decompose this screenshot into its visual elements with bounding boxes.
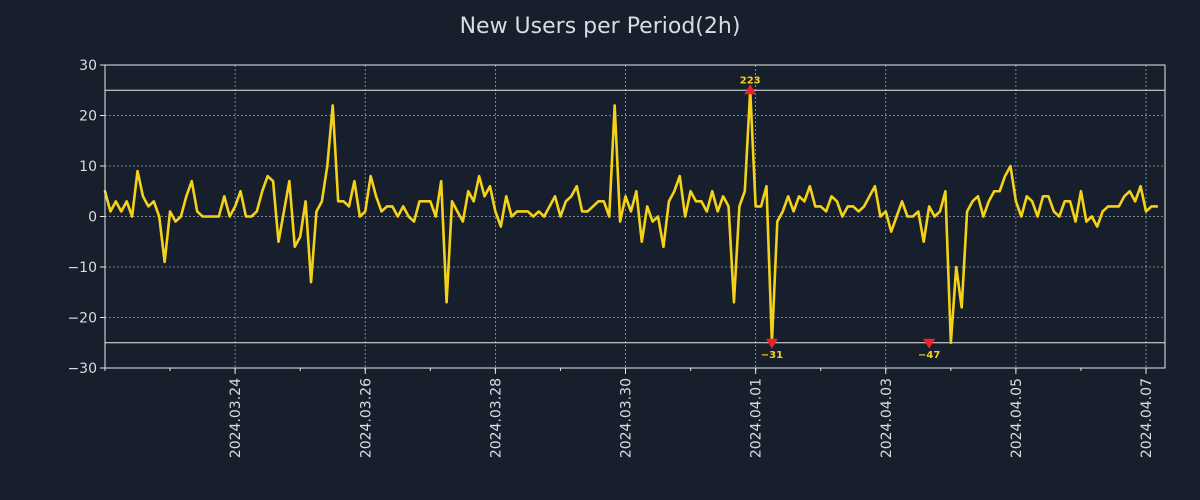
x-tick-label: 2024.03.24 [228, 378, 244, 458]
peak-marker [923, 338, 936, 349]
peak-label: −47 [918, 350, 940, 361]
axis-layer: 30 20 10 0 −10 −20 −30 2024.03.24 2024.03.26 2024… [67, 58, 1155, 458]
x-tick-label: 2024.03.30 [619, 378, 635, 458]
series-layer [103, 88, 1159, 345]
threshold-layer [105, 89, 1165, 344]
y-tick-label: 30 [79, 58, 97, 74]
y-tick-label: 10 [79, 159, 97, 175]
peak-marker [765, 338, 778, 349]
y-tick-label: −20 [67, 311, 97, 327]
peak-label: 223 [740, 75, 761, 86]
marker-layer: 223 −31 −47 [740, 75, 941, 361]
y-tick-label: 0 [88, 210, 97, 226]
y-tick-label: −30 [67, 361, 97, 377]
peak-label: −31 [761, 350, 783, 361]
series-line [103, 88, 1159, 345]
x-tick-label: 2024.04.01 [749, 378, 765, 458]
x-tick-label: 2024.04.07 [1139, 378, 1155, 458]
y-tick-label: 20 [79, 109, 97, 125]
x-tick-label: 2024.03.26 [358, 378, 374, 458]
grid-layer [105, 65, 1165, 368]
x-tick-label: 2024.04.03 [879, 378, 895, 458]
x-tick-label: 2024.03.28 [488, 378, 504, 458]
chart-title: New Users per Period(2h) [459, 14, 741, 39]
y-tick-label: −10 [67, 260, 97, 276]
peak-marker [744, 84, 757, 95]
x-tick-label: 2024.04.05 [1009, 378, 1025, 458]
